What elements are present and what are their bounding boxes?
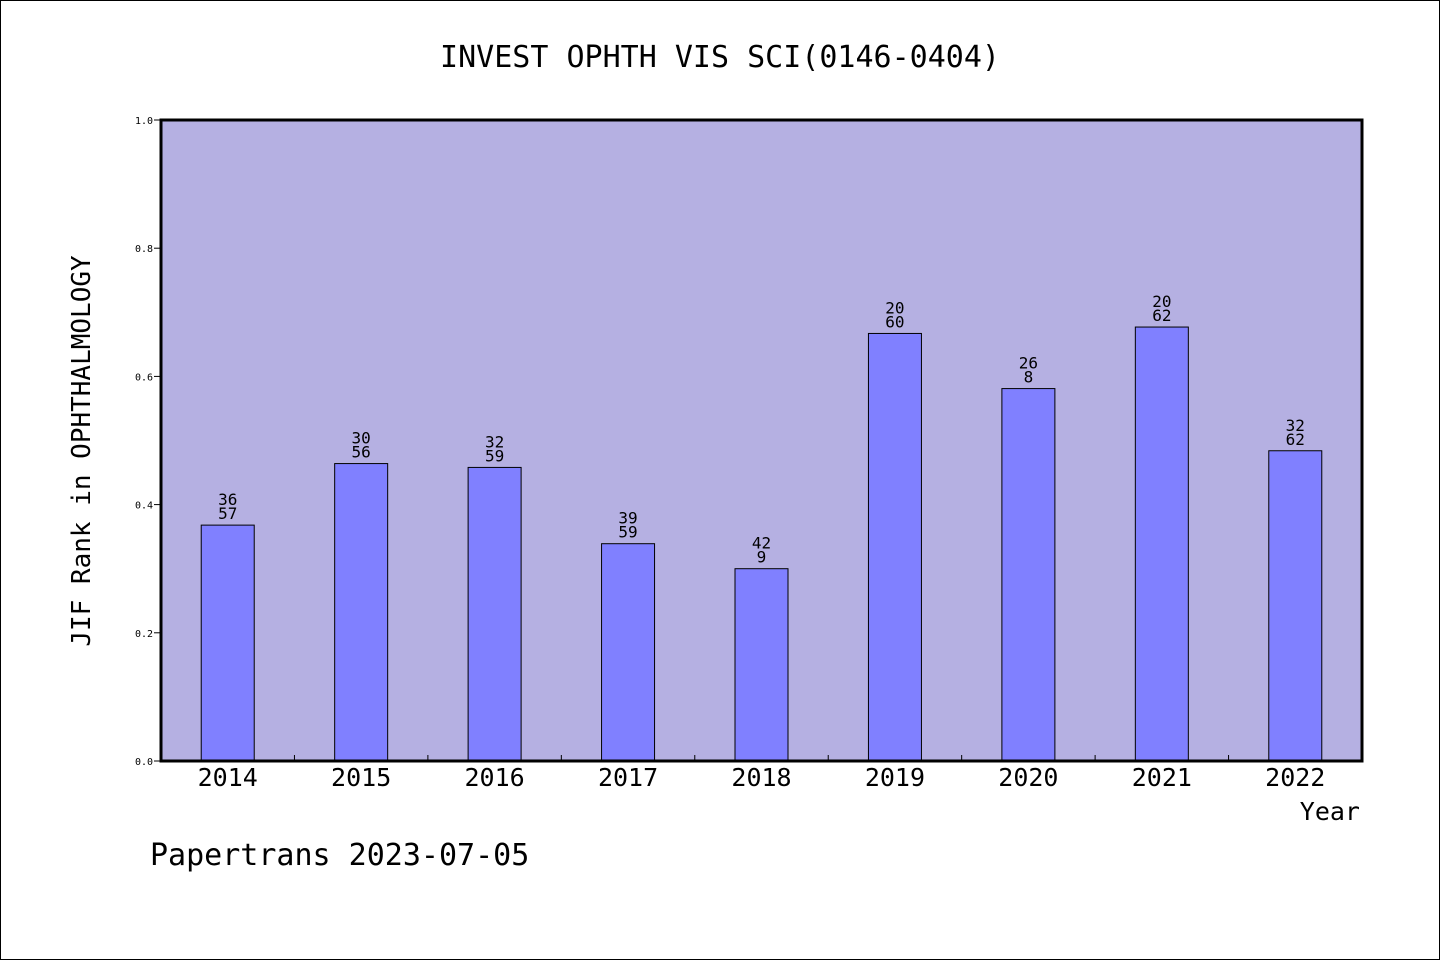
bar-label-top: 20 (1152, 292, 1171, 311)
bar-label-top: 30 (352, 429, 371, 448)
bar-label-top: 36 (218, 490, 237, 509)
bar-label-bottom: 57 (218, 504, 237, 523)
bar-label-top: 20 (885, 298, 904, 317)
bar-2020 (1001, 388, 1056, 762)
bar-2022 (1268, 450, 1323, 762)
x-axis-label: Year (1300, 797, 1360, 826)
x-tick-label: 2019 (865, 763, 925, 792)
y-tick-label: 0.2 (135, 629, 153, 640)
x-tick-label: 2021 (1132, 763, 1192, 792)
bar-2015 (334, 463, 389, 762)
x-axis: 2014 2015 2016 2017 2018 2019 2020 2021 2022 (198, 755, 1325, 792)
x-tick-label: 2020 (998, 763, 1058, 792)
x-tick-label: 2014 (198, 763, 258, 792)
bar-2019 (867, 332, 922, 762)
plot-border (159, 118, 1364, 763)
footer-text: Papertrans 2023-07-05 (150, 838, 529, 873)
bar-label-bottom: 8 (1024, 368, 1034, 387)
bar-label-top: 39 (618, 509, 637, 528)
bar-2016 (467, 466, 522, 762)
bar-label-top: 42 (752, 534, 771, 553)
bar-label-bottom: 62 (1152, 306, 1171, 325)
bar-label-bottom: 60 (885, 312, 904, 331)
x-tick-label: 2015 (331, 763, 391, 792)
bar-label-bottom: 62 (1286, 430, 1305, 449)
y-tick-label: 0.8 (135, 244, 153, 255)
y-tick-label: 0.0 (135, 757, 153, 768)
bar-label-top: 32 (1286, 416, 1305, 435)
y-axis-label: JIF Rank in OPHTHALMOLOGY (67, 255, 97, 647)
bar-2017 (601, 543, 656, 762)
y-axis: 0.0 0.2 0.4 0.6 0.8 1.0 (135, 116, 161, 768)
y-tick-label: 0.6 (135, 372, 153, 383)
bar-2018 (734, 568, 789, 762)
x-tick-label: 2018 (731, 763, 791, 792)
bar-label-bottom: 59 (618, 523, 637, 542)
y-tick-label: 1.0 (135, 116, 153, 127)
x-tick-label: 2016 (465, 763, 525, 792)
chart-title: INVEST OPHTH VIS SCI(0146-0404) (440, 40, 1000, 75)
bar-2014 (200, 524, 255, 762)
bar-2021 (1134, 326, 1189, 762)
bar-label-bottom: 59 (485, 446, 504, 465)
x-tick-label: 2017 (598, 763, 658, 792)
bar-label-bottom: 9 (757, 548, 767, 567)
x-tick-label: 2022 (1265, 763, 1325, 792)
bar-label-top: 26 (1019, 354, 1038, 373)
bar-label-top: 32 (485, 432, 504, 451)
y-tick-label: 0.4 (135, 501, 153, 512)
bar-label-bottom: 56 (352, 443, 371, 462)
